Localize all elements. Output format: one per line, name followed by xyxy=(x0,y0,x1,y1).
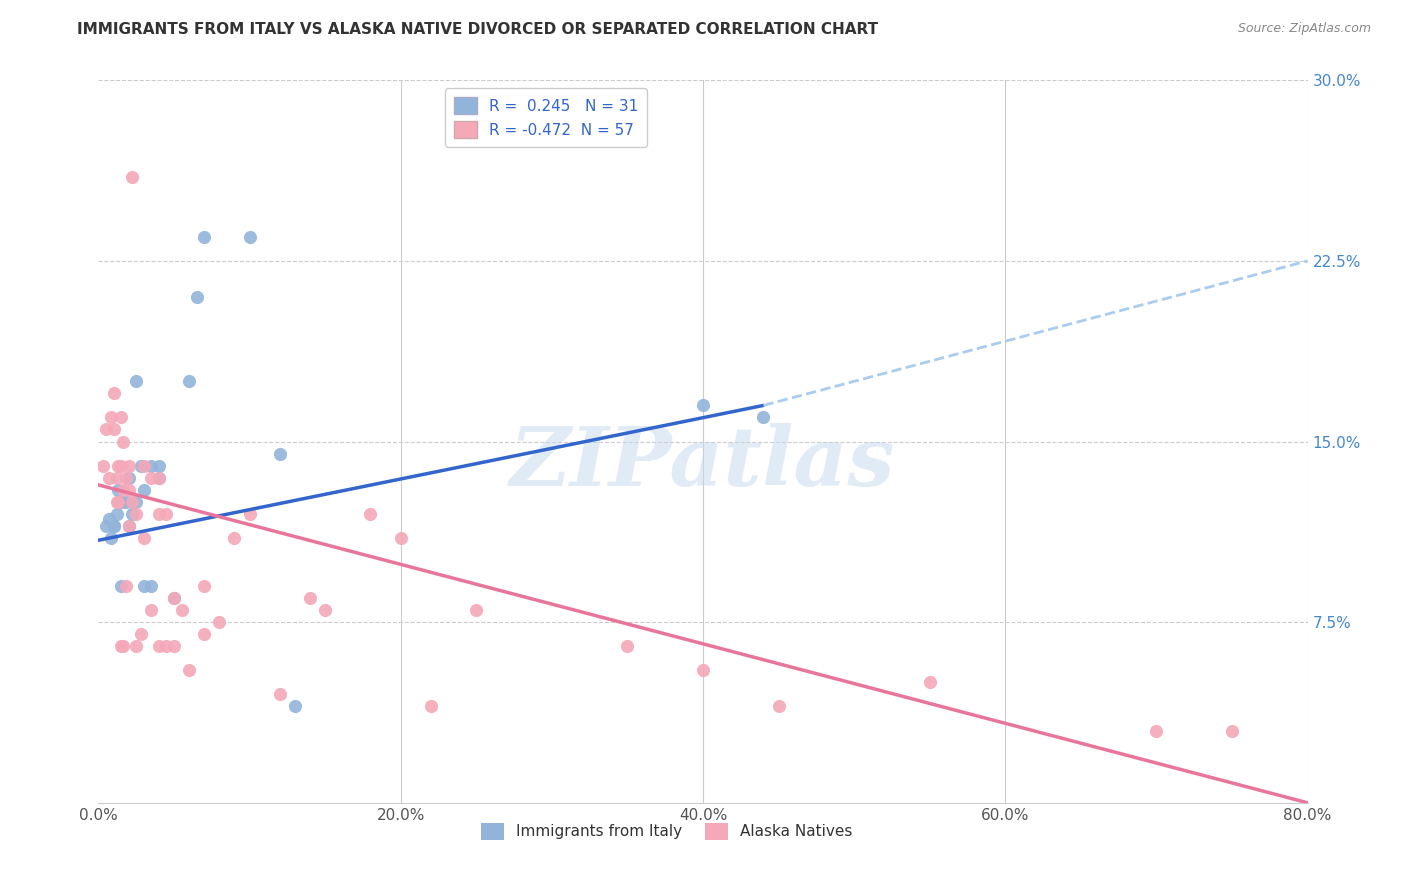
Text: ZIPatlas: ZIPatlas xyxy=(510,423,896,503)
Point xyxy=(389,531,412,545)
Point xyxy=(114,494,136,508)
Point xyxy=(692,664,714,678)
Point xyxy=(179,664,201,678)
Point xyxy=(103,518,125,533)
Point xyxy=(103,518,125,533)
Point xyxy=(129,458,152,473)
Point xyxy=(155,639,177,653)
Point xyxy=(129,627,152,641)
Point xyxy=(692,398,714,412)
Point xyxy=(100,531,122,545)
Point xyxy=(1220,723,1243,738)
Point xyxy=(186,290,208,304)
Point xyxy=(110,579,132,593)
Point xyxy=(125,494,148,508)
Point xyxy=(148,470,170,484)
Point xyxy=(110,639,132,653)
Point xyxy=(105,494,128,508)
Point xyxy=(148,470,170,484)
Point xyxy=(118,518,141,533)
Point xyxy=(193,230,215,244)
Point xyxy=(148,507,170,521)
Point xyxy=(179,374,201,388)
Point xyxy=(125,639,148,653)
Point xyxy=(98,511,121,525)
Point xyxy=(105,507,128,521)
Point xyxy=(163,639,186,653)
Point xyxy=(148,639,170,653)
Point xyxy=(118,458,141,473)
Point xyxy=(111,434,134,449)
Point xyxy=(314,603,336,617)
Point xyxy=(918,675,941,690)
Point xyxy=(170,603,193,617)
Point xyxy=(163,591,186,605)
Text: IMMIGRANTS FROM ITALY VS ALASKA NATIVE DIVORCED OR SEPARATED CORRELATION CHART: IMMIGRANTS FROM ITALY VS ALASKA NATIVE D… xyxy=(77,22,879,37)
Point xyxy=(100,410,122,425)
Point xyxy=(420,699,443,714)
Point xyxy=(465,603,488,617)
Point xyxy=(616,639,638,653)
Point xyxy=(141,603,163,617)
Point xyxy=(121,494,143,508)
Point xyxy=(132,531,155,545)
Point xyxy=(105,470,128,484)
Point xyxy=(239,230,262,244)
Point xyxy=(91,458,114,473)
Point xyxy=(141,458,163,473)
Point xyxy=(118,470,141,484)
Point xyxy=(118,518,141,533)
Point xyxy=(107,458,129,473)
Point xyxy=(155,507,177,521)
Point xyxy=(269,687,291,701)
Point xyxy=(111,639,134,653)
Legend: Immigrants from Italy, Alaska Natives: Immigrants from Italy, Alaska Natives xyxy=(475,817,859,846)
Point xyxy=(208,615,231,630)
Point xyxy=(163,591,186,605)
Point xyxy=(768,699,790,714)
Point xyxy=(94,518,117,533)
Point xyxy=(111,483,134,497)
Point xyxy=(121,169,143,184)
Point xyxy=(360,507,382,521)
Point xyxy=(132,483,155,497)
Point xyxy=(224,531,246,545)
Point xyxy=(114,470,136,484)
Point xyxy=(110,494,132,508)
Point xyxy=(132,579,155,593)
Point xyxy=(299,591,322,605)
Point xyxy=(118,483,141,497)
Point xyxy=(269,446,291,460)
Point xyxy=(132,458,155,473)
Point xyxy=(752,410,775,425)
Point xyxy=(110,410,132,425)
Point xyxy=(148,458,170,473)
Point xyxy=(193,627,215,641)
Point xyxy=(94,422,117,436)
Text: Source: ZipAtlas.com: Source: ZipAtlas.com xyxy=(1237,22,1371,36)
Point xyxy=(141,579,163,593)
Point xyxy=(103,422,125,436)
Point xyxy=(121,507,143,521)
Point xyxy=(103,386,125,401)
Point xyxy=(125,374,148,388)
Point xyxy=(107,494,129,508)
Point xyxy=(107,483,129,497)
Point xyxy=(98,470,121,484)
Point xyxy=(193,579,215,593)
Point xyxy=(239,507,262,521)
Point xyxy=(114,579,136,593)
Point xyxy=(141,470,163,484)
Point xyxy=(284,699,307,714)
Point xyxy=(1144,723,1167,738)
Point xyxy=(125,507,148,521)
Point xyxy=(110,458,132,473)
